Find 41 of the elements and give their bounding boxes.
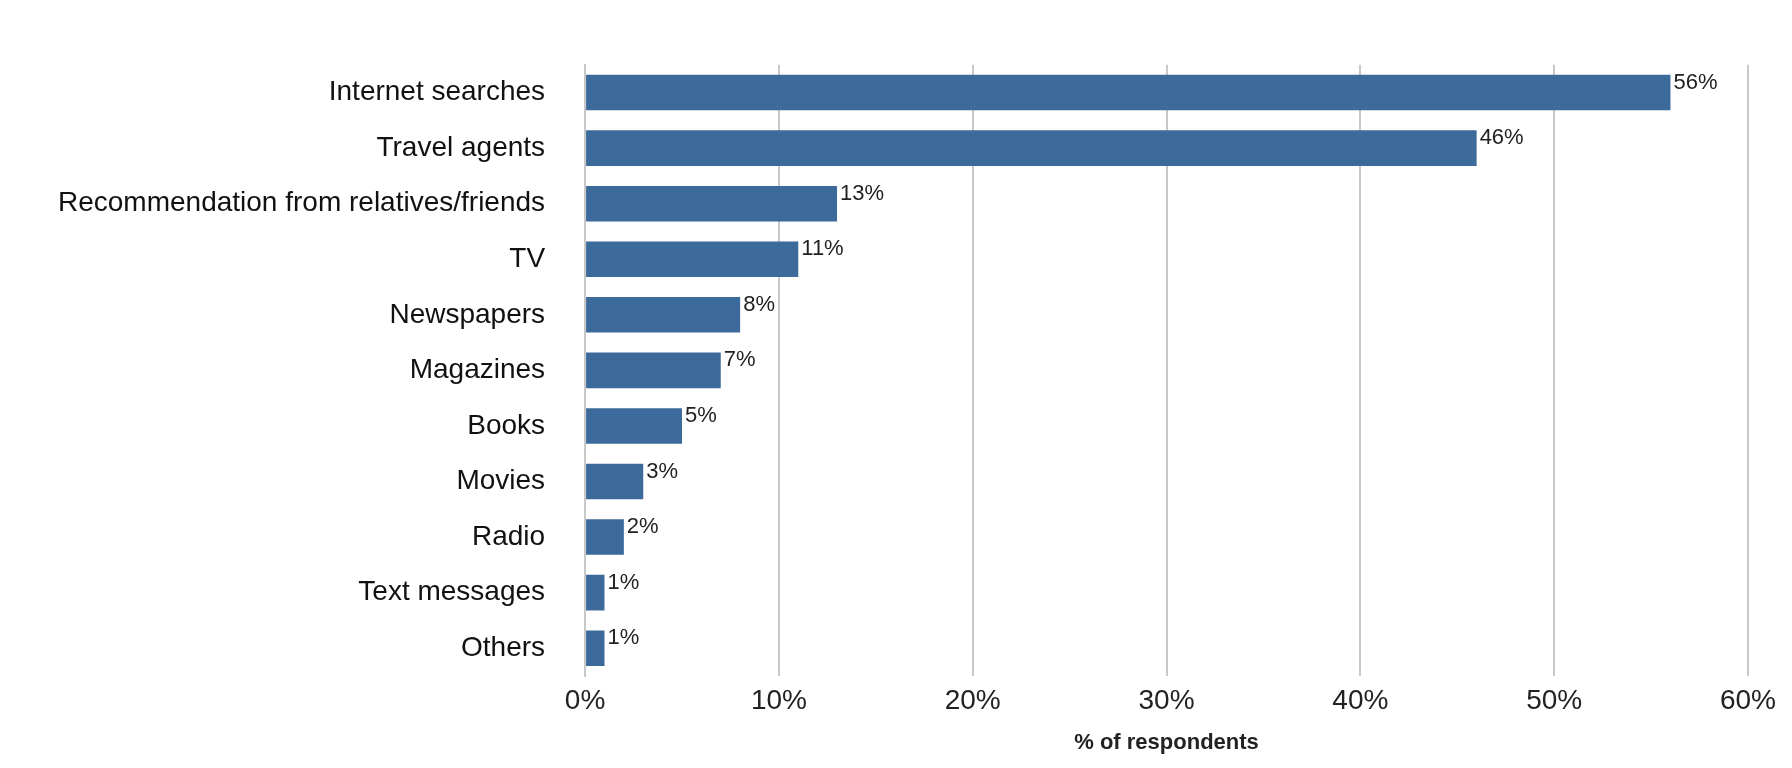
bar — [586, 297, 741, 333]
bar — [586, 574, 605, 611]
y-tick-label: Radio — [471, 519, 546, 551]
data-label: 11% — [801, 235, 844, 261]
data-label: 5% — [685, 402, 717, 428]
y-tick-label: Travel agents — [376, 130, 546, 162]
y-tick-label: Books — [467, 408, 546, 440]
y-tick-label: TV — [509, 241, 546, 273]
x-tick-label: 40% — [1332, 683, 1389, 715]
bar — [586, 408, 682, 444]
bar — [586, 241, 799, 278]
data-label: 2% — [626, 513, 659, 539]
y-tick-label: Internet searches — [328, 75, 546, 107]
bar — [586, 519, 624, 555]
bar — [586, 352, 721, 389]
bar — [586, 185, 838, 222]
bar — [586, 630, 605, 666]
x-axis-title: % of respondents — [1074, 728, 1259, 754]
bar — [586, 130, 1477, 166]
x-tick-label: 10% — [750, 683, 807, 715]
x-tick-label: 30% — [1138, 683, 1195, 715]
y-tick-label: Newspapers — [389, 297, 546, 329]
x-tick-label: 60% — [1719, 683, 1776, 715]
bar — [586, 74, 1671, 111]
x-tick-label: 0% — [564, 683, 606, 715]
x-tick-label: 20% — [944, 683, 1001, 715]
data-label: 56% — [1673, 68, 1718, 94]
data-label: 8% — [743, 290, 775, 316]
bar — [586, 463, 644, 500]
y-tick-label: Movies — [456, 464, 546, 496]
data-label: 46% — [1479, 124, 1524, 150]
y-tick-label: Text messages — [358, 575, 546, 607]
data-label: 13% — [840, 179, 885, 205]
y-tick-label: Recommendation from relatives/friends — [57, 186, 546, 218]
x-tick-label: 50% — [1526, 683, 1583, 715]
data-label: 1% — [607, 624, 640, 650]
data-label: 1% — [607, 568, 640, 594]
y-tick-label: Others — [461, 630, 546, 662]
data-label: 3% — [646, 457, 679, 483]
data-label: 7% — [723, 346, 756, 372]
y-tick-label: Magazines — [409, 353, 546, 385]
